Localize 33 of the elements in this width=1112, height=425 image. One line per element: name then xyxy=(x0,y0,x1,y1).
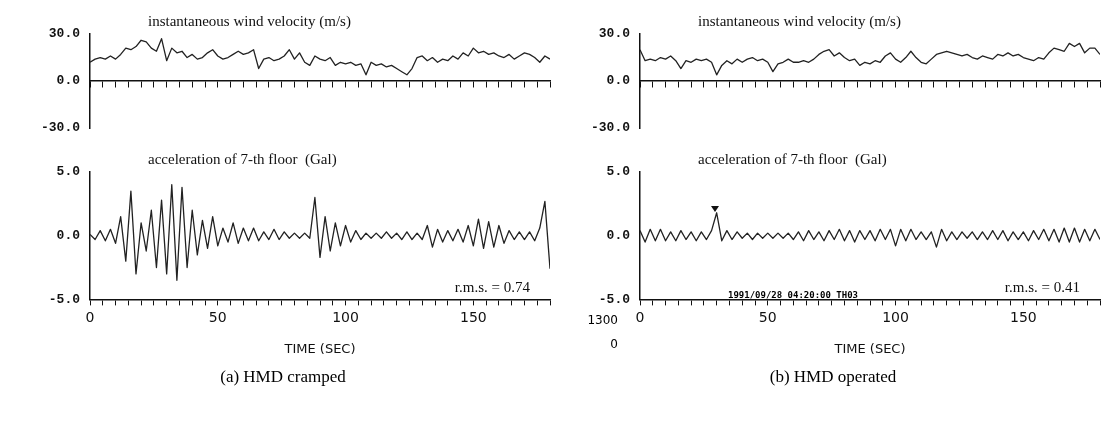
annotation: 1991/09/28 04:20:00 TH03 xyxy=(728,290,859,300)
x-tick-label: 0 xyxy=(85,309,95,326)
y-tick-label: 0.0 xyxy=(56,227,81,243)
y-tick-label: -5.0 xyxy=(48,291,81,307)
annotation: r.m.s. = 0.41 xyxy=(1004,278,1080,295)
x-tick-label: 100 xyxy=(882,309,909,326)
chart-title: instantaneous wind velocity (m/s) xyxy=(698,13,901,31)
x-tick-label: 50 xyxy=(758,309,777,326)
text: (a) HMD cramped xyxy=(219,367,347,387)
chart-title: acceleration of 7-th floor (Gal) xyxy=(698,151,887,169)
x-tick-label: 0 xyxy=(635,309,645,326)
annotation: r.m.s. = 0.74 xyxy=(454,278,531,295)
y-tick-label: 30.0 xyxy=(598,26,631,42)
y-tick-label: -30.0 xyxy=(590,120,631,136)
y-tick-label: 5.0 xyxy=(56,164,81,180)
y-tick-label: 30.0 xyxy=(48,26,81,42)
chart-title: instantaneous wind velocity (m/s) xyxy=(148,13,351,31)
text: 0 xyxy=(609,336,618,353)
y-tick-label: 5.0 xyxy=(606,164,631,180)
y-tick-label: 0.0 xyxy=(606,73,631,89)
y-tick-label: -30.0 xyxy=(40,120,81,136)
x-tick-label: 150 xyxy=(1009,309,1037,326)
x-tick-label: 50 xyxy=(208,309,227,326)
y-tick-label: 0.0 xyxy=(606,227,631,243)
chart-title: acceleration of 7-th floor (Gal) xyxy=(148,151,337,169)
text: (b) HMD operated xyxy=(768,367,898,387)
x-axis-title: TIME (SEC) xyxy=(833,340,906,356)
text: 1300 xyxy=(586,312,618,329)
x-axis-title: TIME (SEC) xyxy=(283,340,356,356)
y-tick-label: -5.0 xyxy=(598,291,631,307)
x-tick-label: 150 xyxy=(459,309,487,326)
x-tick-label: 100 xyxy=(332,309,359,326)
y-tick-label: 0.0 xyxy=(56,73,81,89)
